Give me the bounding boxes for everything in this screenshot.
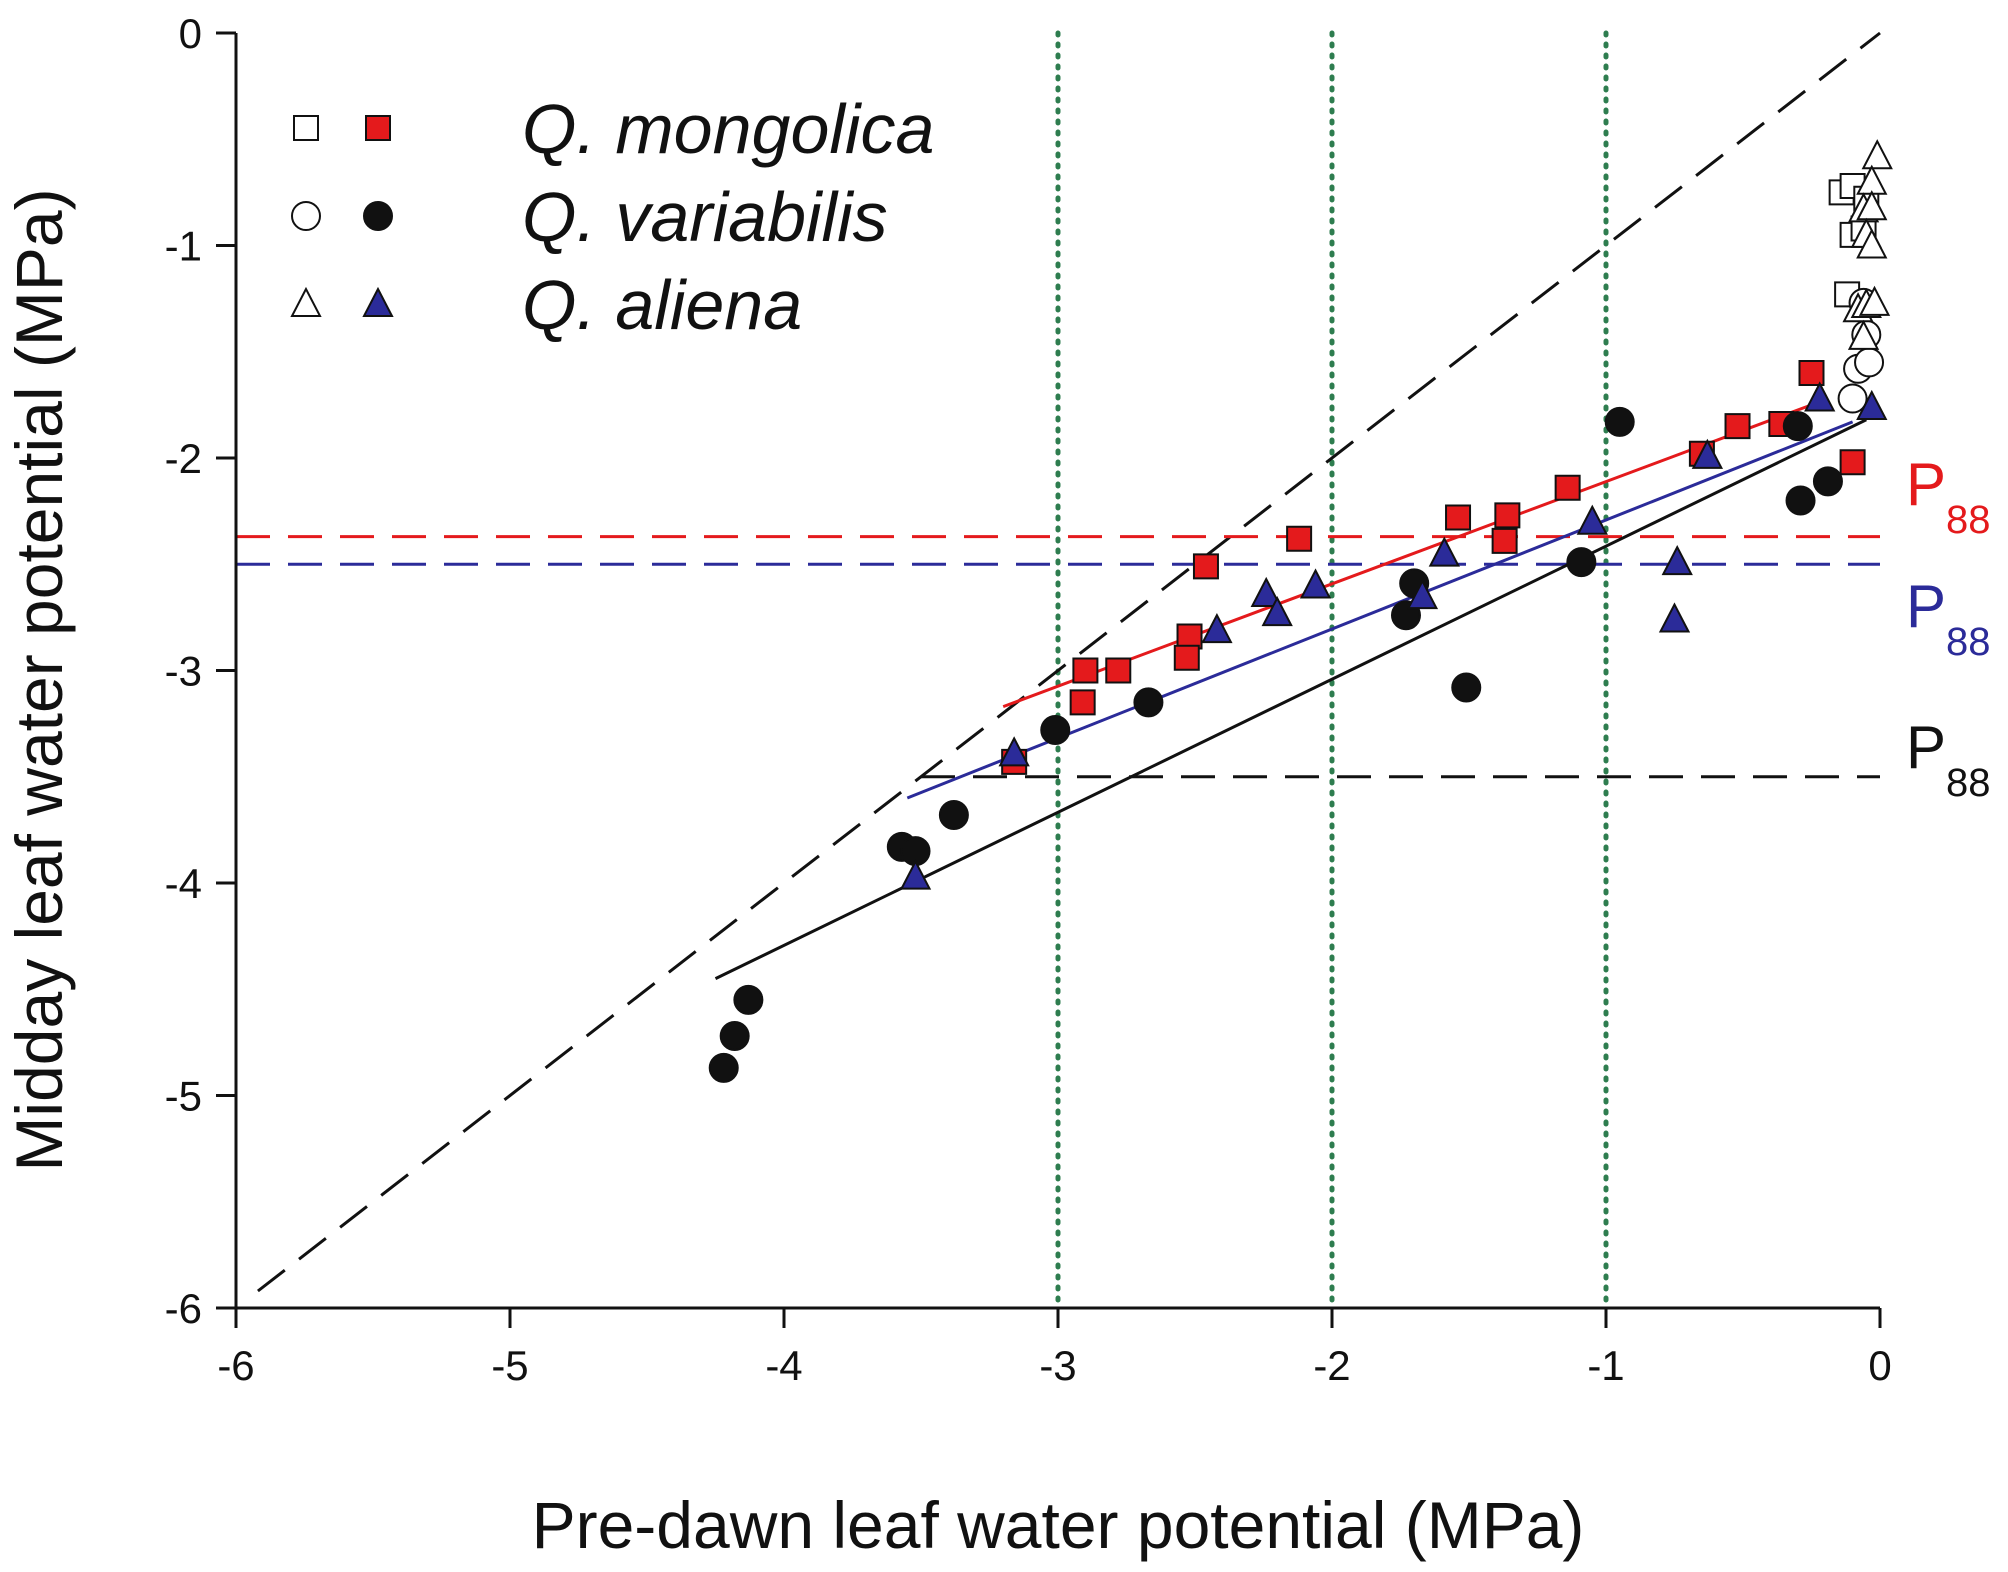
legend-marker-open	[291, 201, 321, 231]
vertical-dotted-lines	[1055, 30, 1609, 1311]
data-point-filled-square	[1105, 657, 1132, 684]
legend-label: Q. aliena	[522, 266, 802, 344]
data-point-open-triangle	[1861, 139, 1893, 170]
data-point-open-triangle	[1847, 319, 1880, 350]
data-point-filled-triangle	[899, 859, 932, 890]
y-tick-label: -6	[165, 1285, 202, 1332]
x-tick-label: -3	[1039, 1342, 1076, 1389]
y-tick-label: -2	[165, 435, 202, 482]
data-point-filled-triangle	[1250, 576, 1282, 607]
data-point-filled-circle	[708, 1052, 739, 1083]
y-tick-label: -3	[165, 648, 202, 695]
data-point-filled-circle	[1812, 466, 1843, 497]
data-point-filled-triangle	[1576, 504, 1608, 535]
data-point-filled-square	[1839, 449, 1866, 476]
y-tick-label: 0	[179, 10, 202, 57]
data-point-filled-square	[1798, 360, 1825, 386]
y-tick-label: -1	[165, 223, 202, 270]
data-point-filled-square	[1491, 527, 1518, 554]
legend-marker-filled	[363, 201, 393, 231]
data-point-filled-square	[1192, 553, 1219, 580]
fit-line	[1002, 403, 1813, 709]
data-point-filled-square	[1724, 413, 1751, 440]
p88-label: P88	[1906, 714, 1991, 805]
data-point-filled-circle	[1133, 687, 1164, 718]
data-point-filled-square	[1445, 504, 1472, 531]
x-tick-label: -6	[217, 1342, 254, 1389]
legend-label: Q. mongolica	[522, 90, 934, 168]
data-point-filled-triangle	[1661, 544, 1693, 576]
one-to-one-line	[257, 31, 1881, 1293]
data-point-filled-circle	[1040, 715, 1071, 745]
data-point-filled-square	[1069, 689, 1096, 716]
p88-labels: P88 P88 P88	[1906, 451, 1991, 805]
legend: Q. mongolica Q. variabilis Q. aliena	[290, 90, 934, 344]
data-point-filled-square	[1072, 657, 1099, 684]
y-tick-label: -4	[165, 860, 202, 907]
data-point-open-triangle	[1856, 228, 1888, 259]
y-axis-title: Midday leaf water potential (MPa)	[2, 188, 76, 1171]
data-points	[708, 139, 1893, 1083]
legend-marker-filled	[362, 286, 394, 317]
x-tick-label: -5	[491, 1342, 528, 1389]
x-tick-label: -2	[1313, 1342, 1350, 1389]
data-point-filled-circle	[1566, 547, 1597, 578]
data-point-filled-triangle	[998, 736, 1030, 767]
x-tick-label: -4	[765, 1342, 802, 1389]
fit-line	[714, 418, 1867, 980]
p88-label: P88	[1906, 451, 1991, 542]
data-point-filled-circle	[733, 984, 764, 1015]
x-axis-title: Pre-dawn leaf water potential (MPa)	[532, 1488, 1585, 1562]
ticks: -6 -5 -4 -3 -2 -1 0 0 -1 -2 -3 -4 -5 -6	[165, 10, 1892, 1389]
p88-label: P88	[1906, 573, 1991, 664]
data-point-filled-circle	[938, 800, 969, 830]
data-point-filled-triangle	[1406, 578, 1439, 610]
legend-label: Q. variabilis	[522, 178, 888, 256]
y-tick-label: -5	[165, 1073, 202, 1120]
data-point-open-circle	[1854, 347, 1885, 378]
data-point-filled-triangle	[1658, 602, 1691, 633]
data-point-filled-circle	[1451, 672, 1482, 703]
data-point-filled-triangle	[1691, 438, 1724, 469]
data-point-filled-square	[1176, 623, 1203, 650]
data-point-filled-square	[1494, 502, 1521, 529]
data-point-filled-square	[1286, 525, 1313, 552]
data-point-filled-triangle	[1804, 381, 1836, 412]
legend-marker-open	[290, 286, 322, 317]
x-tick-label: -1	[1587, 1342, 1624, 1389]
data-point-open-triangle	[1856, 190, 1888, 221]
data-point-open-triangle	[1858, 285, 1891, 316]
data-point-filled-triangle	[1856, 389, 1888, 420]
data-point-filled-circle	[719, 1021, 750, 1051]
data-point-filled-square	[1173, 644, 1200, 671]
data-point-filled-square	[1554, 474, 1581, 501]
x-tick-label: 0	[1868, 1342, 1891, 1389]
data-point-filled-circle	[1604, 406, 1635, 437]
data-point-filled-circle	[1785, 485, 1816, 516]
legend-marker-filled	[365, 115, 391, 141]
data-point-filled-triangle	[1201, 612, 1233, 644]
legend-marker-open	[293, 115, 319, 141]
data-point-filled-triangle	[1261, 595, 1293, 627]
data-point-filled-circle	[1782, 411, 1813, 442]
data-point-filled-triangle	[1428, 536, 1460, 567]
reference-lines	[236, 31, 1881, 1293]
data-point-open-circle	[1837, 383, 1868, 414]
data-point-filled-triangle	[1299, 568, 1332, 599]
